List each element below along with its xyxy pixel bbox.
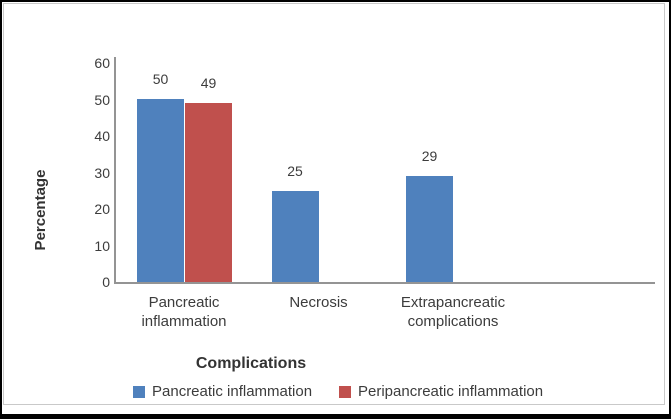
y-tick-label: 10 bbox=[94, 237, 110, 254]
bar bbox=[185, 103, 232, 282]
plot-area: 0 10 20 30 40 50 60 50 25 29 49 Pancreatic inflamma… bbox=[2, 2, 669, 414]
y-tick-label: 40 bbox=[94, 128, 110, 144]
y-tick-label: 0 bbox=[102, 274, 110, 290]
value-label: 49 bbox=[200, 75, 217, 91]
x-axis-title: Complications bbox=[195, 355, 307, 372]
legend-label-pancreatic-inflammation: Pancreatic inflammation bbox=[152, 383, 313, 400]
bar bbox=[137, 99, 184, 282]
legend-item-peripancreatic-inflammation: Peripancreatic inflammation bbox=[339, 383, 543, 401]
bar bbox=[271, 191, 319, 282]
category-label: Pancreatic inflammation bbox=[141, 294, 227, 330]
x-axis-line bbox=[114, 282, 655, 284]
category-label: Necrosis bbox=[289, 294, 348, 311]
y-tick-label: 60 bbox=[94, 55, 110, 71]
value-label: 50 bbox=[152, 71, 169, 87]
y-tick-label: 50 bbox=[94, 91, 110, 108]
y-axis-line bbox=[114, 57, 116, 284]
legend-swatch-red bbox=[339, 386, 351, 398]
bar bbox=[406, 176, 453, 282]
value-label: 25 bbox=[287, 163, 303, 179]
legend-label-peripancreatic-inflammation: Peripancreatic inflammation bbox=[358, 383, 544, 400]
legend-swatch-blue bbox=[133, 386, 145, 398]
y-tick-label: 20 bbox=[94, 201, 110, 217]
value-label: 29 bbox=[421, 148, 438, 164]
legend-item-pancreatic-inflammation: Pancreatic inflammation bbox=[133, 383, 312, 401]
category-label: Extrapancreatic complications bbox=[400, 294, 506, 330]
y-tick-label: 30 bbox=[94, 164, 110, 181]
